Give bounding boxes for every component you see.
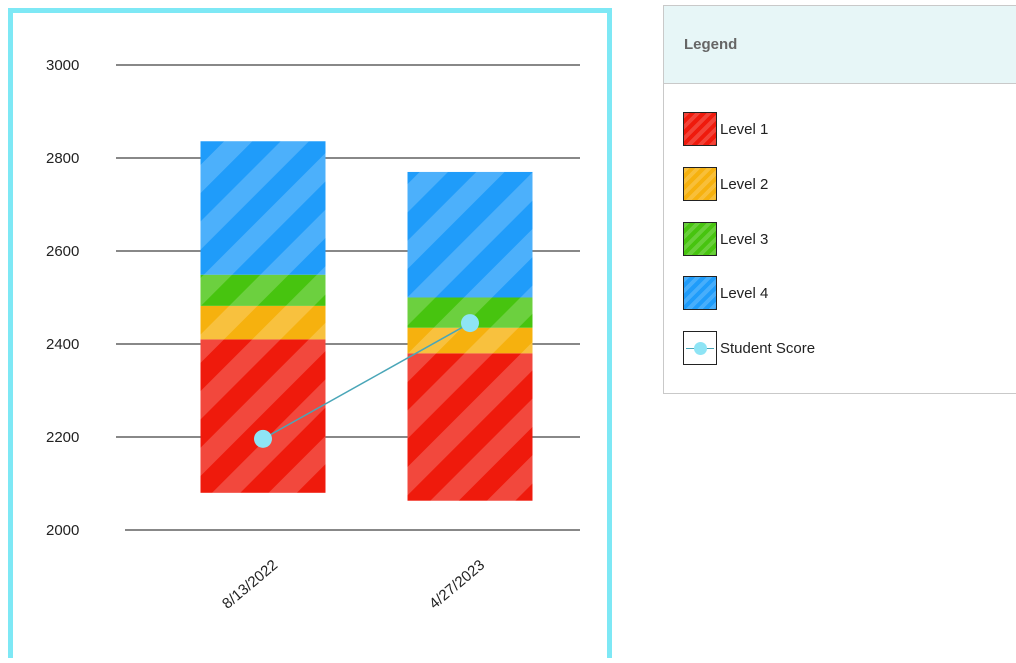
legend-label: Level 4 [720,284,769,302]
legend-header: Legend [664,6,1016,84]
legend-label: Level 3 [720,230,769,248]
legend-item-level-4: Level 4 [683,275,768,311]
y-tick-label: 2800 [46,150,79,167]
bar-segment-texture [407,353,533,501]
y-tick-label: 3000 [46,57,79,74]
y-tick-label: 2600 [46,243,79,260]
legend-swatch-level-2 [683,167,717,201]
y-tick-label: 2400 [46,336,79,353]
legend-swatch-level-4 [683,276,717,310]
legend-panel: Legend Level 1 Level 2 Level 3 Level 4 S… [663,5,1016,394]
y-tick-label: 2200 [46,429,79,446]
bar-segment-texture [200,339,326,493]
stacked-bar-chart: 2000 2200 2400 2600 2800 3000 8/13/2022 4/27/20… [46,57,580,613]
legend-swatch-level-1 [683,112,717,146]
legend-swatch-level-3 [683,222,717,256]
legend-swatch-student-score [683,331,717,365]
legend-label: Level 1 [720,120,769,138]
student-score-point [254,429,272,448]
legend-item-student-score: Student Score [683,330,815,366]
x-tick-label: 8/13/2022 [219,557,281,613]
x-tick-label: 4/27/2023 [426,557,488,613]
legend-item-level-2: Level 2 [683,166,768,202]
legend-label: Level 2 [720,175,769,193]
student-score-point [461,314,479,333]
bar-segment-texture [200,274,326,306]
legend-title: Legend [684,36,738,53]
bar-segment-texture [200,141,326,275]
bar-segment-texture [407,171,533,298]
legend-item-level-3: Level 3 [683,221,768,257]
y-tick-label: 2000 [46,522,79,539]
bar-segment-texture [200,305,326,340]
chart-panel: 2000 2200 2400 2600 2800 3000 8/13/2022 4/27/20… [8,8,612,658]
legend-item-level-1: Level 1 [683,111,768,147]
legend-label: Student Score [720,339,816,357]
student-score-line [262,322,471,440]
